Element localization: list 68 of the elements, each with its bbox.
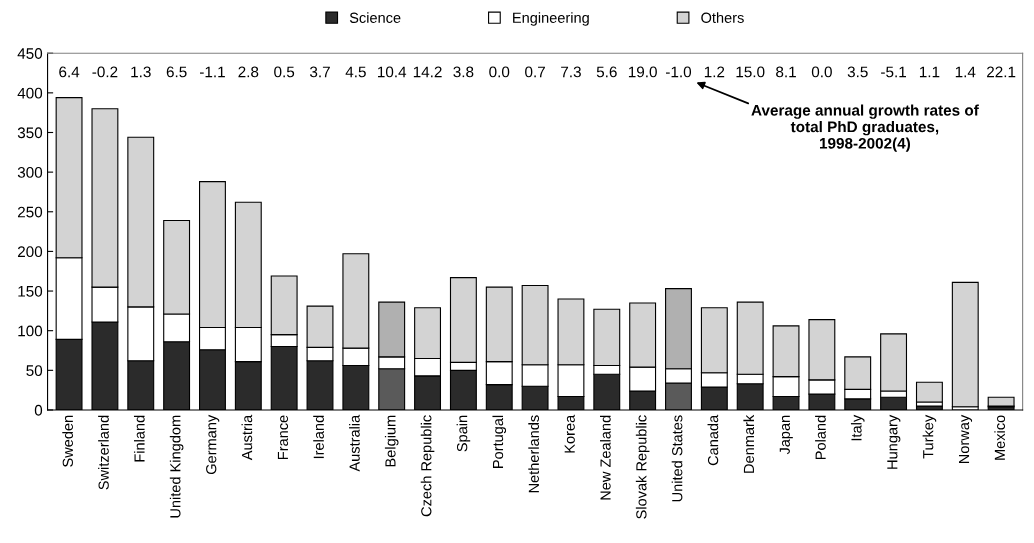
annotation: 14.2	[413, 66, 442, 78]
x-tick-label: Italy	[850, 414, 865, 441]
y-tick-label: 300	[17, 167, 43, 178]
annotation: 0.5	[274, 66, 295, 78]
annotation: 1.3	[131, 66, 151, 78]
annotation: 2.8	[238, 66, 259, 78]
x-tick-label: Sweden	[62, 415, 73, 467]
x-tick-label: Canada	[707, 414, 719, 466]
annotation: 6.4	[59, 66, 80, 78]
y-tick-label: 250	[17, 206, 43, 218]
x-tick-label: Portugal	[492, 415, 507, 468]
x-tick-label: Australia	[349, 414, 360, 472]
x-tick-label: Norway	[959, 414, 973, 464]
annotation: 1.1	[919, 66, 940, 78]
annotation: 7.3	[561, 66, 581, 78]
x-tick-label: Hungary	[887, 414, 901, 469]
x-tick-label: United States	[671, 415, 683, 502]
annotation: -5.1	[881, 66, 906, 78]
x-tick-label: Finland	[133, 415, 145, 462]
x-tick-label: Austria	[241, 414, 253, 461]
annotation: Average annual growth rates of total PhD graduates, 1998-2002(4)	[751, 104, 979, 152]
x-tick-label: Germany	[206, 414, 220, 475]
annotation: -1.0	[666, 66, 692, 78]
annotation: -1.1	[199, 66, 225, 78]
y-tick-label: 450	[17, 48, 43, 59]
x-tick-label: Korea	[564, 414, 575, 453]
legend-label: Science	[349, 12, 401, 23]
legend-label: Others	[701, 12, 744, 23]
annotation: 0.0	[811, 66, 832, 78]
y-tick-label: 50	[26, 365, 43, 377]
annotation: 5.6	[596, 66, 617, 78]
x-tick-label: Mexico	[994, 415, 1006, 460]
x-tick-label: Poland	[815, 415, 826, 460]
annotation: -0.2	[92, 66, 118, 78]
x-tick-label: United Kingdom	[169, 415, 184, 518]
x-tick-label: Ireland	[313, 415, 324, 459]
x-tick-label: Turkey	[922, 414, 937, 459]
y-tick-label: 350	[17, 127, 43, 139]
y-tick-label: 0	[34, 404, 43, 416]
annotation: 0.0	[489, 66, 510, 78]
x-tick-label: Netherlands	[528, 415, 540, 493]
annotation: 22.1	[987, 66, 1016, 78]
x-tick-label: Switzerland	[98, 415, 109, 490]
y-tick-label: 150	[18, 285, 43, 297]
x-tick-label: Czech Republic	[420, 415, 435, 517]
annotation: 8.1	[776, 66, 796, 78]
y-tick-label: 400	[17, 87, 43, 99]
annotation: 10.4	[378, 66, 407, 78]
x-tick-label: Slovak Republic	[635, 415, 650, 519]
annotation: 1.4	[955, 66, 976, 78]
annotation: 3.5	[847, 66, 868, 78]
x-tick-label: France	[277, 415, 289, 460]
y-tick-label: 100	[18, 325, 43, 337]
annotation: 6.5	[166, 66, 187, 78]
x-tick-label: New Zealand	[599, 415, 611, 500]
x-tick-label: Denmark	[743, 414, 755, 473]
y-tick-label: 200	[17, 246, 43, 258]
annotation: 15.0	[736, 66, 765, 78]
legend-label: Engineering	[513, 12, 589, 26]
x-tick-label: Spain	[456, 415, 471, 452]
x-tick-label: Japan	[779, 415, 793, 455]
annotation: 0.7	[525, 66, 545, 78]
annotation: 19.0	[628, 66, 657, 78]
annotation: 3.7	[309, 66, 330, 78]
annotation: 1.2	[704, 66, 725, 78]
annotation: 3.8	[453, 66, 474, 78]
x-tick-label: Belgium	[384, 415, 399, 467]
annotation: 4.5	[345, 66, 366, 78]
